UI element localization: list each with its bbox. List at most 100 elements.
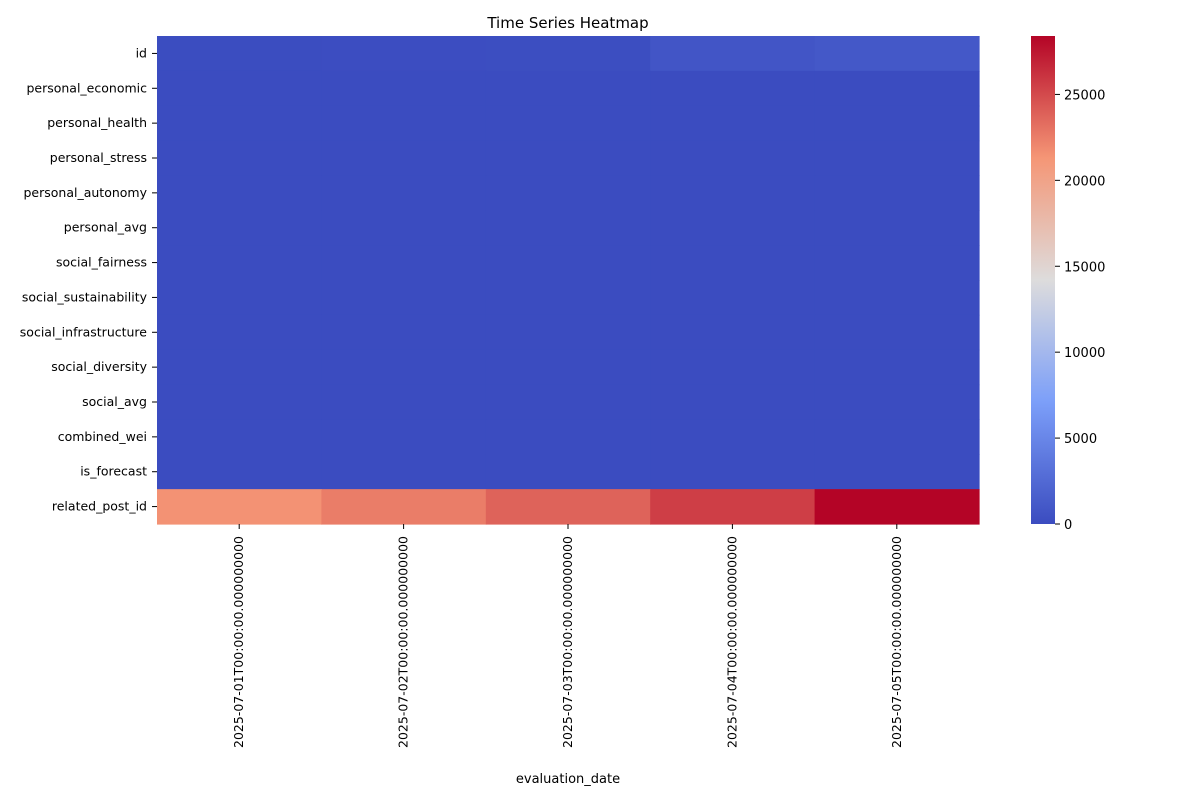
heatmap-cell	[157, 210, 322, 246]
heatmap-cell	[485, 454, 651, 490]
heatmap-cell	[650, 175, 816, 211]
heatmap-cell	[157, 454, 322, 490]
x-tick-label: 2025-07-03T00:00:00.000000000	[560, 536, 575, 748]
x-tick-label: 2025-07-05T00:00:00.000000000	[889, 536, 904, 748]
y-tick-label: personal_stress	[50, 150, 147, 165]
chart-title: Time Series Heatmap	[486, 14, 648, 32]
heatmap-cell	[485, 36, 651, 72]
heatmap-cell	[321, 489, 487, 525]
heatmap-cell	[321, 384, 487, 421]
x-tick-label: 2025-07-01T00:00:00.000000000	[231, 536, 246, 748]
colorbar-tick-label: 0	[1064, 518, 1072, 533]
y-tick-label: social_infrastructure	[20, 324, 148, 339]
heatmap-cell	[485, 489, 651, 525]
colorbar-tick-label: 5000	[1064, 432, 1097, 447]
heatmap-cell	[157, 419, 322, 455]
x-tick-label: 2025-07-02T00:00:00.000000000	[396, 536, 411, 748]
heatmap-cell	[814, 419, 980, 455]
y-tick-label: personal_economic	[26, 80, 147, 95]
colorbar-tick-label: 15000	[1064, 260, 1105, 275]
heatmap-cell	[157, 489, 322, 525]
y-tick-label: personal_avg	[64, 220, 147, 235]
heatmap-cell	[321, 419, 487, 455]
heatmap-cell	[650, 454, 816, 490]
heatmap-cell	[485, 210, 651, 246]
heatmap-cell	[814, 36, 980, 72]
heatmap-cell	[321, 349, 487, 386]
colorbar-tick-label: 20000	[1064, 174, 1105, 189]
heatmap-cell	[485, 280, 651, 316]
heatmap-cell	[650, 384, 816, 421]
heatmap-cell	[157, 70, 322, 107]
y-axis: id personal_economic personal_healthperson…	[20, 45, 157, 514]
heatmap-cell	[157, 384, 322, 421]
heatmap-cell	[650, 70, 816, 107]
heatmap-cell	[650, 140, 816, 177]
y-tick-label: personal_autonomy	[23, 185, 147, 200]
heatmap-cell	[814, 245, 980, 281]
heatmap-cell	[485, 175, 651, 211]
heatmap-cell	[321, 314, 487, 351]
x-axis: 2025-07-01T00:00:00.000000000 2025-07-02T…	[231, 524, 904, 748]
heatmap-cell	[485, 314, 651, 351]
heatmap-cell	[321, 454, 487, 490]
y-tick-label: is_forecast	[80, 464, 147, 479]
heatmap-cell	[650, 349, 816, 386]
heatmap-cell	[321, 175, 487, 211]
heatmap-cell	[814, 210, 980, 246]
heatmap-cell	[485, 105, 651, 142]
y-tick-label: social_fairness	[56, 255, 147, 270]
heatmap-cell	[814, 349, 980, 386]
heatmap-cell	[321, 140, 487, 177]
colorbar-gradient	[1031, 36, 1055, 524]
heatmap-cell	[650, 280, 816, 316]
heatmap-cell	[814, 454, 980, 490]
heatmap-cell	[321, 280, 487, 316]
colorbar: 0 5000 10000 15000 20000 25000	[1031, 36, 1105, 533]
heatmap-cell	[814, 280, 980, 316]
y-tick-label: id	[136, 45, 147, 60]
heatmap-cell	[157, 245, 322, 281]
heatmap-cell	[814, 105, 980, 142]
heatmap-cell	[650, 210, 816, 246]
heatmap-cell	[321, 210, 487, 246]
heatmap-cell	[814, 384, 980, 421]
heatmap-cells	[157, 36, 980, 525]
heatmap-cell	[814, 175, 980, 211]
x-tick-label: 2025-07-04T00:00:00.000000000	[724, 536, 739, 748]
y-tick-label: social_sustainability	[22, 289, 148, 304]
y-tick-label: related_post_id	[52, 499, 147, 514]
y-tick-label: social_diversity	[51, 359, 147, 374]
heatmap-cell	[485, 384, 651, 421]
y-tick-label: personal_health	[47, 115, 147, 130]
heatmap-cell	[650, 36, 816, 72]
heatmap-cell	[321, 70, 487, 107]
heatmap-cell	[157, 314, 322, 351]
heatmap-cell	[485, 70, 651, 107]
heatmap-cell	[157, 349, 322, 386]
heatmap-cell	[650, 419, 816, 455]
heatmap-cell	[321, 245, 487, 281]
y-tick-label: combined_wei	[58, 429, 147, 444]
heatmap-cell	[650, 489, 816, 525]
x-axis-label: evaluation_date	[516, 772, 620, 787]
heatmap-cell	[650, 245, 816, 281]
heatmap-cell	[157, 105, 322, 142]
y-tick-label: social_avg	[82, 394, 147, 409]
heatmap-cell	[650, 105, 816, 142]
heatmap-cell	[485, 419, 651, 455]
heatmap-cell	[321, 105, 487, 142]
heatmap-cell	[814, 140, 980, 177]
heatmap-cell	[157, 140, 322, 177]
heatmap-cell	[814, 314, 980, 351]
heatmap-cell	[485, 245, 651, 281]
heatmap-cell	[650, 314, 816, 351]
heatmap-cell	[485, 349, 651, 386]
colorbar-tick-label: 10000	[1064, 346, 1105, 361]
heatmap-cell	[157, 36, 322, 72]
heatmap-cell	[321, 36, 487, 72]
heatmap-cell	[157, 175, 322, 211]
colorbar-tick-label: 25000	[1064, 88, 1105, 103]
heatmap-cell	[814, 489, 980, 525]
